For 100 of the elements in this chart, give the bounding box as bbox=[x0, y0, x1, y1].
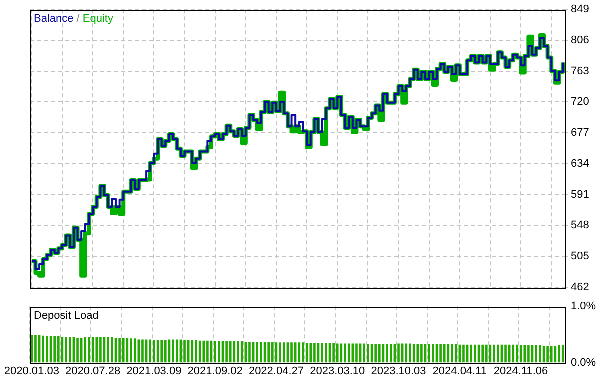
bar bbox=[229, 341, 232, 363]
text: Equity bbox=[82, 13, 114, 26]
bar bbox=[386, 344, 388, 363]
bar bbox=[440, 344, 442, 363]
bar bbox=[88, 338, 90, 363]
bar bbox=[325, 343, 328, 363]
bar bbox=[390, 344, 392, 363]
bar bbox=[290, 342, 293, 363]
bar bbox=[378, 344, 381, 363]
bar bbox=[172, 340, 174, 363]
bar bbox=[302, 342, 304, 363]
bar bbox=[58, 336, 60, 363]
bar bbox=[122, 338, 125, 363]
bar bbox=[344, 344, 346, 363]
bar bbox=[272, 342, 274, 363]
bar bbox=[321, 343, 324, 363]
bar bbox=[398, 344, 400, 363]
bar bbox=[416, 344, 420, 363]
bar bbox=[195, 340, 198, 363]
x-tick-label: 2021.03.09 bbox=[126, 365, 182, 378]
bar bbox=[214, 341, 216, 363]
bar bbox=[202, 340, 206, 363]
bar bbox=[451, 344, 454, 363]
bar bbox=[153, 340, 156, 363]
y-tick-label: 505 bbox=[571, 250, 590, 263]
x-tick-label: 2024.11.06 bbox=[494, 365, 548, 378]
bar bbox=[42, 336, 45, 363]
bar bbox=[496, 344, 500, 363]
bar bbox=[546, 346, 549, 363]
bar bbox=[516, 344, 518, 363]
bar bbox=[432, 344, 434, 363]
bar bbox=[314, 343, 316, 363]
chart-title: Deposit Load bbox=[34, 310, 99, 322]
y-tick-label: 548 bbox=[571, 220, 590, 232]
bar bbox=[550, 346, 553, 363]
y-tick-label: 806 bbox=[571, 34, 590, 46]
bar bbox=[310, 343, 312, 363]
bar bbox=[206, 340, 209, 363]
y-tick-label: 0.0% bbox=[571, 356, 596, 369]
x-tick-label: 2024.04.11 bbox=[432, 365, 488, 378]
x-tick-label: 2020.01.03 bbox=[4, 365, 60, 378]
bar bbox=[268, 342, 270, 363]
bar bbox=[332, 343, 335, 363]
bar bbox=[68, 336, 72, 363]
bar bbox=[279, 342, 282, 363]
bar bbox=[160, 340, 163, 363]
bar bbox=[524, 345, 526, 363]
bar bbox=[462, 344, 465, 363]
y-tick-label: 591 bbox=[571, 188, 590, 201]
bar bbox=[149, 340, 152, 363]
x-tick-label: 2023.03.10 bbox=[310, 365, 366, 378]
y-tick-label: 1.0% bbox=[571, 300, 596, 313]
bar bbox=[54, 336, 56, 363]
bar bbox=[535, 345, 538, 363]
bar bbox=[237, 341, 240, 363]
bar bbox=[260, 342, 262, 363]
y-tick-label: 634 bbox=[571, 158, 590, 170]
bar bbox=[256, 342, 259, 363]
bar bbox=[558, 345, 560, 363]
bar bbox=[367, 344, 370, 363]
bar bbox=[356, 344, 358, 363]
bar bbox=[100, 338, 102, 363]
bar bbox=[528, 345, 530, 363]
bar bbox=[176, 340, 178, 363]
bar bbox=[46, 336, 48, 363]
bar bbox=[34, 335, 37, 363]
bar bbox=[96, 338, 98, 363]
x-tick-label: 2022.04.27 bbox=[248, 365, 304, 378]
bar bbox=[282, 342, 286, 363]
x-tick-label: 2020.07.28 bbox=[66, 365, 121, 378]
y-tick-label: 462 bbox=[571, 281, 590, 294]
bar bbox=[470, 344, 473, 363]
y-tick-label: 720 bbox=[571, 96, 590, 108]
bar bbox=[164, 340, 167, 363]
y-tick-label: 677 bbox=[571, 127, 590, 140]
bar bbox=[184, 340, 186, 363]
bar bbox=[111, 338, 114, 363]
bar bbox=[420, 344, 423, 363]
bar bbox=[482, 344, 484, 363]
bar bbox=[428, 344, 430, 363]
bar bbox=[248, 342, 251, 363]
bar bbox=[130, 338, 132, 363]
bar bbox=[107, 338, 110, 363]
bar bbox=[142, 340, 144, 363]
bar bbox=[218, 341, 220, 363]
x-tick-label: 2021.09.02 bbox=[188, 365, 243, 378]
x-tick-label: 2023.10.03 bbox=[371, 365, 426, 378]
bar bbox=[409, 344, 412, 363]
annotation: / bbox=[74, 13, 83, 26]
bar bbox=[226, 341, 228, 363]
bar bbox=[474, 344, 476, 363]
bar bbox=[539, 345, 542, 363]
bar bbox=[118, 338, 121, 363]
bar bbox=[504, 344, 507, 363]
bar bbox=[486, 344, 488, 363]
text: Balance bbox=[34, 13, 74, 26]
y-tick-label: 763 bbox=[571, 65, 590, 78]
bar bbox=[374, 344, 377, 363]
bar bbox=[493, 344, 496, 363]
bar bbox=[76, 338, 79, 363]
